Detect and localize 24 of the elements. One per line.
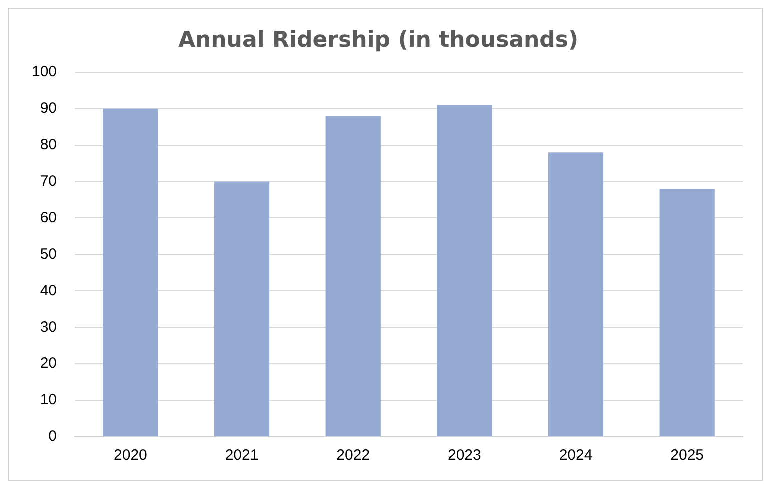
y-tick-label: 50 [40, 246, 58, 263]
y-tick-label: 20 [40, 355, 58, 372]
bar [437, 105, 492, 436]
y-tick-label: 80 [40, 136, 58, 154]
y-tick-label: 10 [40, 392, 58, 409]
bar [660, 189, 715, 436]
bar [326, 116, 381, 436]
x-tick-label: 2023 [448, 447, 482, 464]
y-tick-label: 90 [40, 100, 58, 117]
chart-title: Annual Ridership (in thousands) [178, 28, 579, 53]
y-tick-label: 0 [48, 428, 58, 446]
y-tick-label: 30 [40, 318, 58, 336]
y-tick-label: 60 [40, 209, 58, 226]
x-tick-label: 2021 [225, 447, 259, 464]
x-tick-label: 2025 [670, 447, 704, 464]
bar [103, 108, 158, 436]
x-tick-label: 2020 [114, 447, 148, 464]
y-tick-label: 40 [40, 282, 58, 300]
y-tick-label: 100 [32, 64, 58, 81]
x-tick-label: 2024 [559, 447, 593, 464]
x-tick-label: 2022 [336, 447, 370, 464]
bar [548, 152, 604, 436]
bar [214, 182, 270, 436]
y-tick-label: 70 [40, 172, 58, 190]
